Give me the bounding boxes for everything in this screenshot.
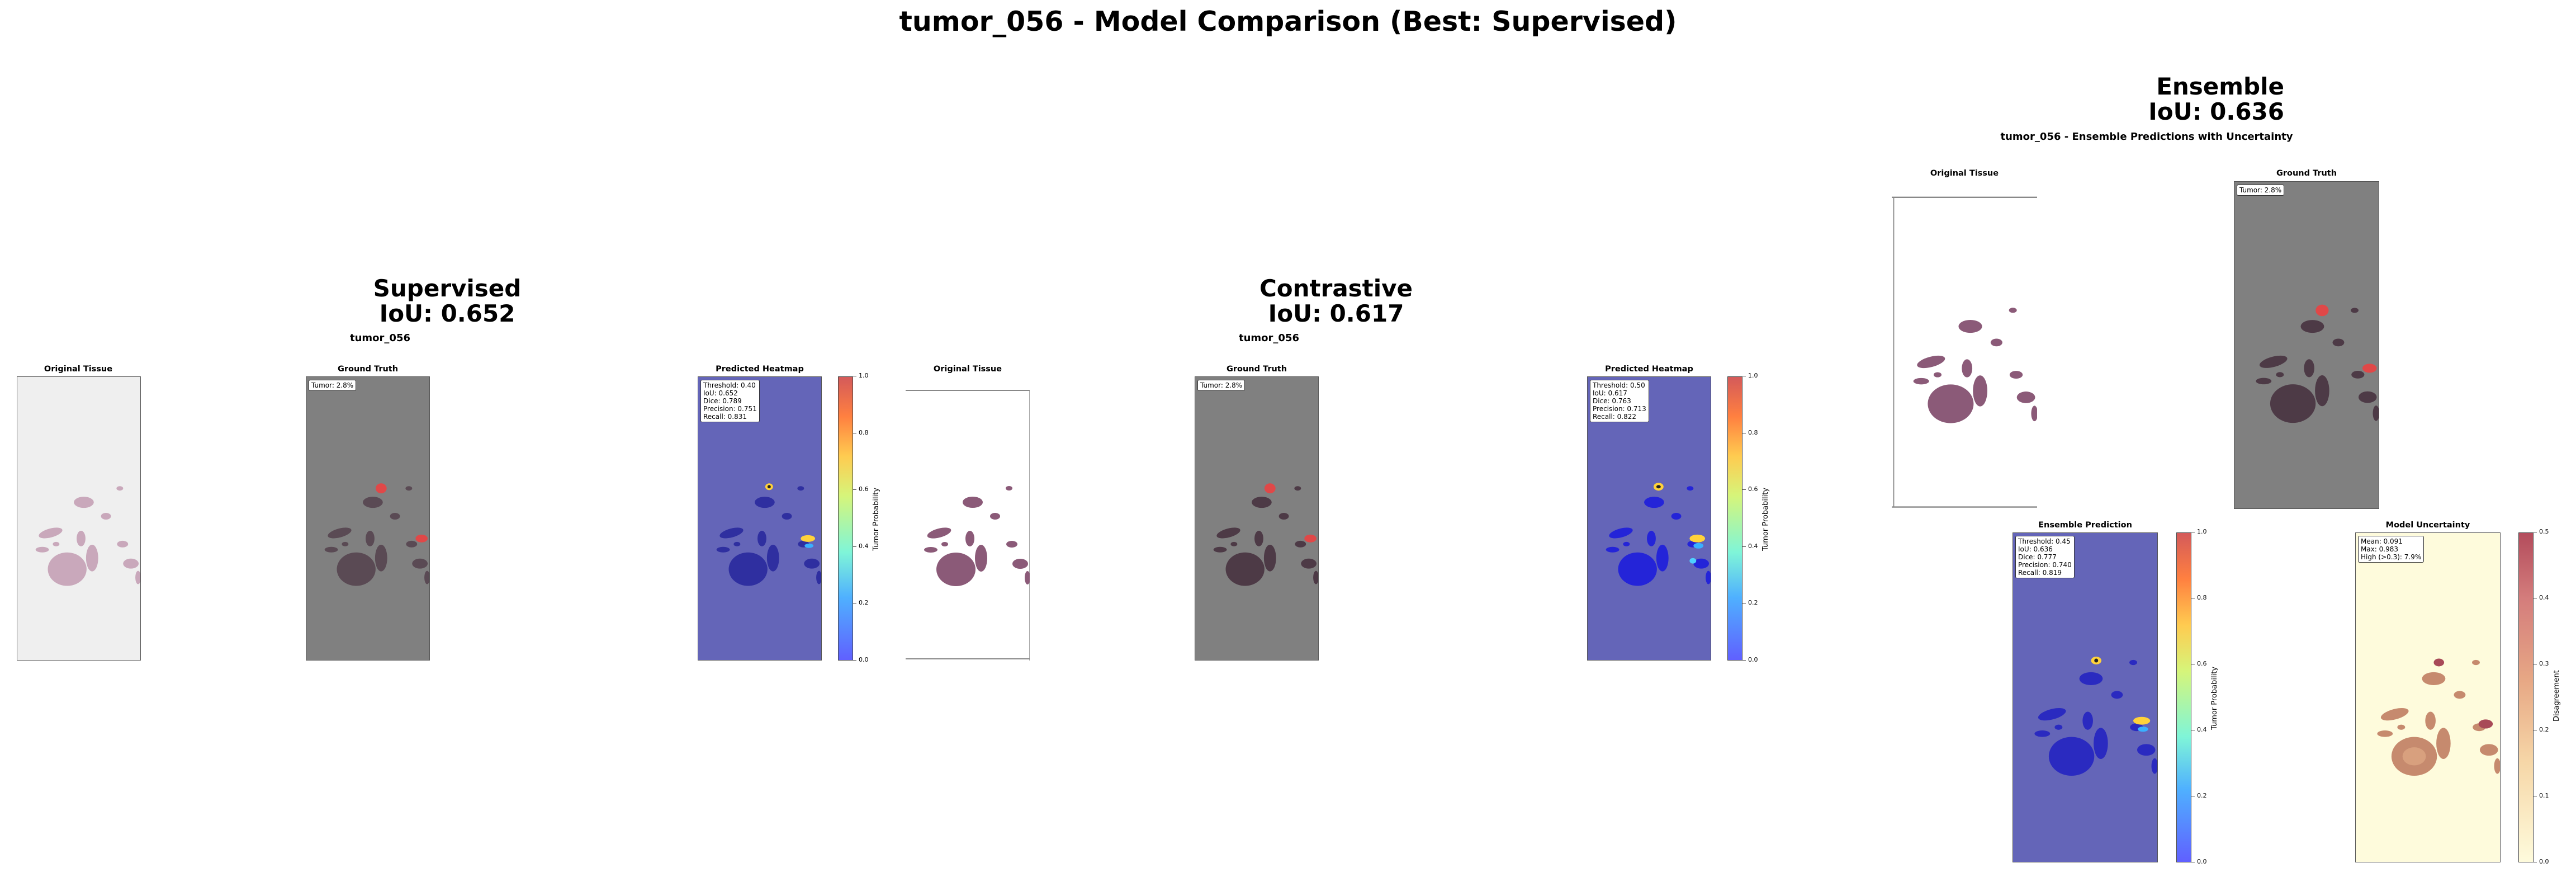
ensemble-model-name: Ensemble bbox=[2156, 73, 2284, 100]
ensemble-gt-tumor-box: Tumor: 2.8% bbox=[2237, 185, 2285, 196]
cbar-tick: 0.2 bbox=[853, 599, 869, 606]
cbar-tick: 0.8 bbox=[2191, 594, 2207, 601]
contrastive-heatmap-stats: Threshold: 0.50 IoU: 0.617 Dice: 0.763 P… bbox=[1590, 380, 1649, 422]
supervised-cbar-label: Tumor Probability bbox=[872, 487, 880, 551]
ensemble-unc-title: Model Uncertainty bbox=[2385, 521, 2470, 530]
supervised-colorbar bbox=[838, 376, 853, 661]
cbar-tick: 1.0 bbox=[853, 372, 869, 379]
contrastive-model-title: Contrastive IoU: 0.617 bbox=[1224, 276, 1448, 326]
ensemble-original-title: Original Tissue bbox=[1930, 169, 1999, 178]
contrastive-ground-truth-image: Tumor: 2.8% bbox=[1195, 376, 1319, 661]
cbar-tick: 0.6 bbox=[2191, 660, 2207, 667]
supervised-heatmap-stats: Threshold: 0.40 IoU: 0.652 Dice: 0.789 P… bbox=[700, 380, 760, 422]
stat-threshold: Threshold: 0.45 bbox=[2018, 537, 2071, 545]
stat-precision: Precision: 0.751 bbox=[703, 405, 757, 413]
supervised-heatmap-image: Threshold: 0.40 IoU: 0.652 Dice: 0.789 P… bbox=[698, 376, 822, 661]
ensemble-pred-cbar-label: Tumor Probability bbox=[2210, 666, 2219, 730]
cbar-tick: 0.4 bbox=[1742, 543, 1758, 550]
ensemble-uncertainty-image: Mean: 0.091 Max: 0.983 High (>0.3): 7.9% bbox=[2355, 532, 2501, 862]
cbar-tick: 0.4 bbox=[853, 543, 869, 550]
cbar-tick: 0.0 bbox=[853, 656, 869, 663]
stat-threshold: Threshold: 0.40 bbox=[703, 381, 756, 389]
ensemble-prediction-stats: Threshold: 0.45 IoU: 0.636 Dice: 0.777 P… bbox=[2015, 536, 2075, 578]
ensemble-unc-colorbar bbox=[2518, 532, 2534, 862]
stat-precision: Precision: 0.740 bbox=[2018, 561, 2072, 569]
contrastive-original-tissue-image bbox=[906, 376, 1030, 661]
cbar-tick: 0.3 bbox=[2534, 660, 2549, 667]
ensemble-pred-title: Ensemble Prediction bbox=[2038, 521, 2132, 530]
stat-iou: IoU: 0.652 bbox=[703, 389, 738, 397]
stat-iou: IoU: 0.636 bbox=[2018, 545, 2053, 553]
cbar-tick: 0.8 bbox=[853, 429, 869, 436]
contrastive-subtitle: tumor_056 bbox=[1239, 332, 1299, 344]
cbar-tick: 0.4 bbox=[2534, 594, 2549, 601]
stat-threshold: Threshold: 0.50 bbox=[1593, 381, 1645, 389]
stat-precision: Precision: 0.713 bbox=[1593, 405, 1646, 413]
contrastive-model-name: Contrastive bbox=[1259, 275, 1413, 302]
supervised-gt-tumor-box: Tumor: 2.8% bbox=[309, 380, 357, 391]
contrastive-heatmap-title: Predicted Heatmap bbox=[1605, 365, 1693, 374]
ensemble-uncertainty-stats: Mean: 0.091 Max: 0.983 High (>0.3): 7.9% bbox=[2358, 536, 2425, 563]
ensemble-prediction-image: Threshold: 0.45 IoU: 0.636 Dice: 0.777 P… bbox=[2012, 532, 2158, 862]
contrastive-cbar-label: Tumor Probability bbox=[1761, 487, 1770, 551]
supervised-iou: IoU: 0.652 bbox=[379, 300, 515, 327]
supervised-model-title: Supervised IoU: 0.652 bbox=[335, 276, 559, 326]
contrastive-gt-tumor-text: Tumor: 2.8% bbox=[1200, 381, 1243, 389]
supervised-original-title: Original Tissue bbox=[44, 365, 113, 374]
cbar-tick: 0.5 bbox=[2534, 528, 2549, 535]
figure-title: tumor_056 - Model Comparison (Best: Supe… bbox=[899, 6, 1677, 37]
stat-dice: Dice: 0.789 bbox=[703, 397, 742, 405]
ensemble-subtitle: tumor_056 - Ensemble Predictions with Un… bbox=[2000, 131, 2293, 143]
contrastive-iou: IoU: 0.617 bbox=[1268, 300, 1404, 327]
supervised-ground-truth-image: Tumor: 2.8% bbox=[306, 376, 430, 661]
stat-max: Max: 0.983 bbox=[2361, 545, 2399, 553]
contrastive-original-title: Original Tissue bbox=[933, 365, 1002, 374]
cbar-tick: 0.6 bbox=[1742, 485, 1758, 493]
contrastive-gt-title: Ground Truth bbox=[1226, 365, 1287, 374]
stat-dice: Dice: 0.777 bbox=[2018, 553, 2057, 561]
contrastive-colorbar bbox=[1727, 376, 1742, 661]
cbar-tick: 0.1 bbox=[2534, 792, 2549, 799]
stat-high: High (>0.3): 7.9% bbox=[2361, 553, 2422, 561]
stat-dice: Dice: 0.763 bbox=[1593, 397, 1631, 405]
ensemble-iou: IoU: 0.636 bbox=[2148, 98, 2284, 125]
cbar-tick: 1.0 bbox=[1742, 372, 1758, 379]
supervised-original-tissue-image bbox=[17, 376, 141, 661]
cbar-tick: 0.2 bbox=[2191, 792, 2207, 799]
contrastive-gt-tumor-box: Tumor: 2.8% bbox=[1197, 380, 1246, 391]
ensemble-unc-cbar-label: Disagreement bbox=[2553, 670, 2561, 721]
cbar-tick: 0.4 bbox=[2191, 726, 2207, 733]
ensemble-model-title: Ensemble IoU: 0.636 bbox=[2068, 74, 2284, 124]
cbar-tick: 0.0 bbox=[2534, 858, 2549, 865]
cbar-tick: 0.0 bbox=[2191, 858, 2207, 865]
ensemble-gt-title: Ground Truth bbox=[2276, 169, 2337, 178]
ensemble-ground-truth-image: Tumor: 2.8% bbox=[2234, 181, 2379, 509]
stat-iou: IoU: 0.617 bbox=[1593, 389, 1627, 397]
supervised-gt-tumor-text: Tumor: 2.8% bbox=[311, 381, 354, 389]
cbar-tick: 0.0 bbox=[1742, 656, 1758, 663]
contrastive-heatmap-image: Threshold: 0.50 IoU: 0.617 Dice: 0.763 P… bbox=[1587, 376, 1711, 661]
cbar-tick: 0.2 bbox=[2534, 726, 2549, 733]
cbar-tick: 0.8 bbox=[1742, 429, 1758, 436]
ensemble-pred-colorbar bbox=[2176, 532, 2191, 862]
supervised-gt-title: Ground Truth bbox=[337, 365, 399, 374]
ensemble-original-tissue-image bbox=[1892, 181, 2037, 509]
stat-recall: Recall: 0.819 bbox=[2018, 569, 2062, 577]
supervised-heatmap-title: Predicted Heatmap bbox=[716, 365, 804, 374]
supervised-model-name: Supervised bbox=[373, 275, 522, 302]
cbar-tick: 1.0 bbox=[2191, 528, 2207, 535]
supervised-subtitle: tumor_056 bbox=[350, 332, 410, 344]
ensemble-gt-tumor-text: Tumor: 2.8% bbox=[2239, 186, 2282, 194]
stat-recall: Recall: 0.822 bbox=[1593, 413, 1637, 421]
cbar-tick: 0.6 bbox=[853, 485, 869, 493]
stat-mean: Mean: 0.091 bbox=[2361, 537, 2403, 545]
cbar-tick: 0.2 bbox=[1742, 599, 1758, 606]
stat-recall: Recall: 0.831 bbox=[703, 413, 747, 421]
